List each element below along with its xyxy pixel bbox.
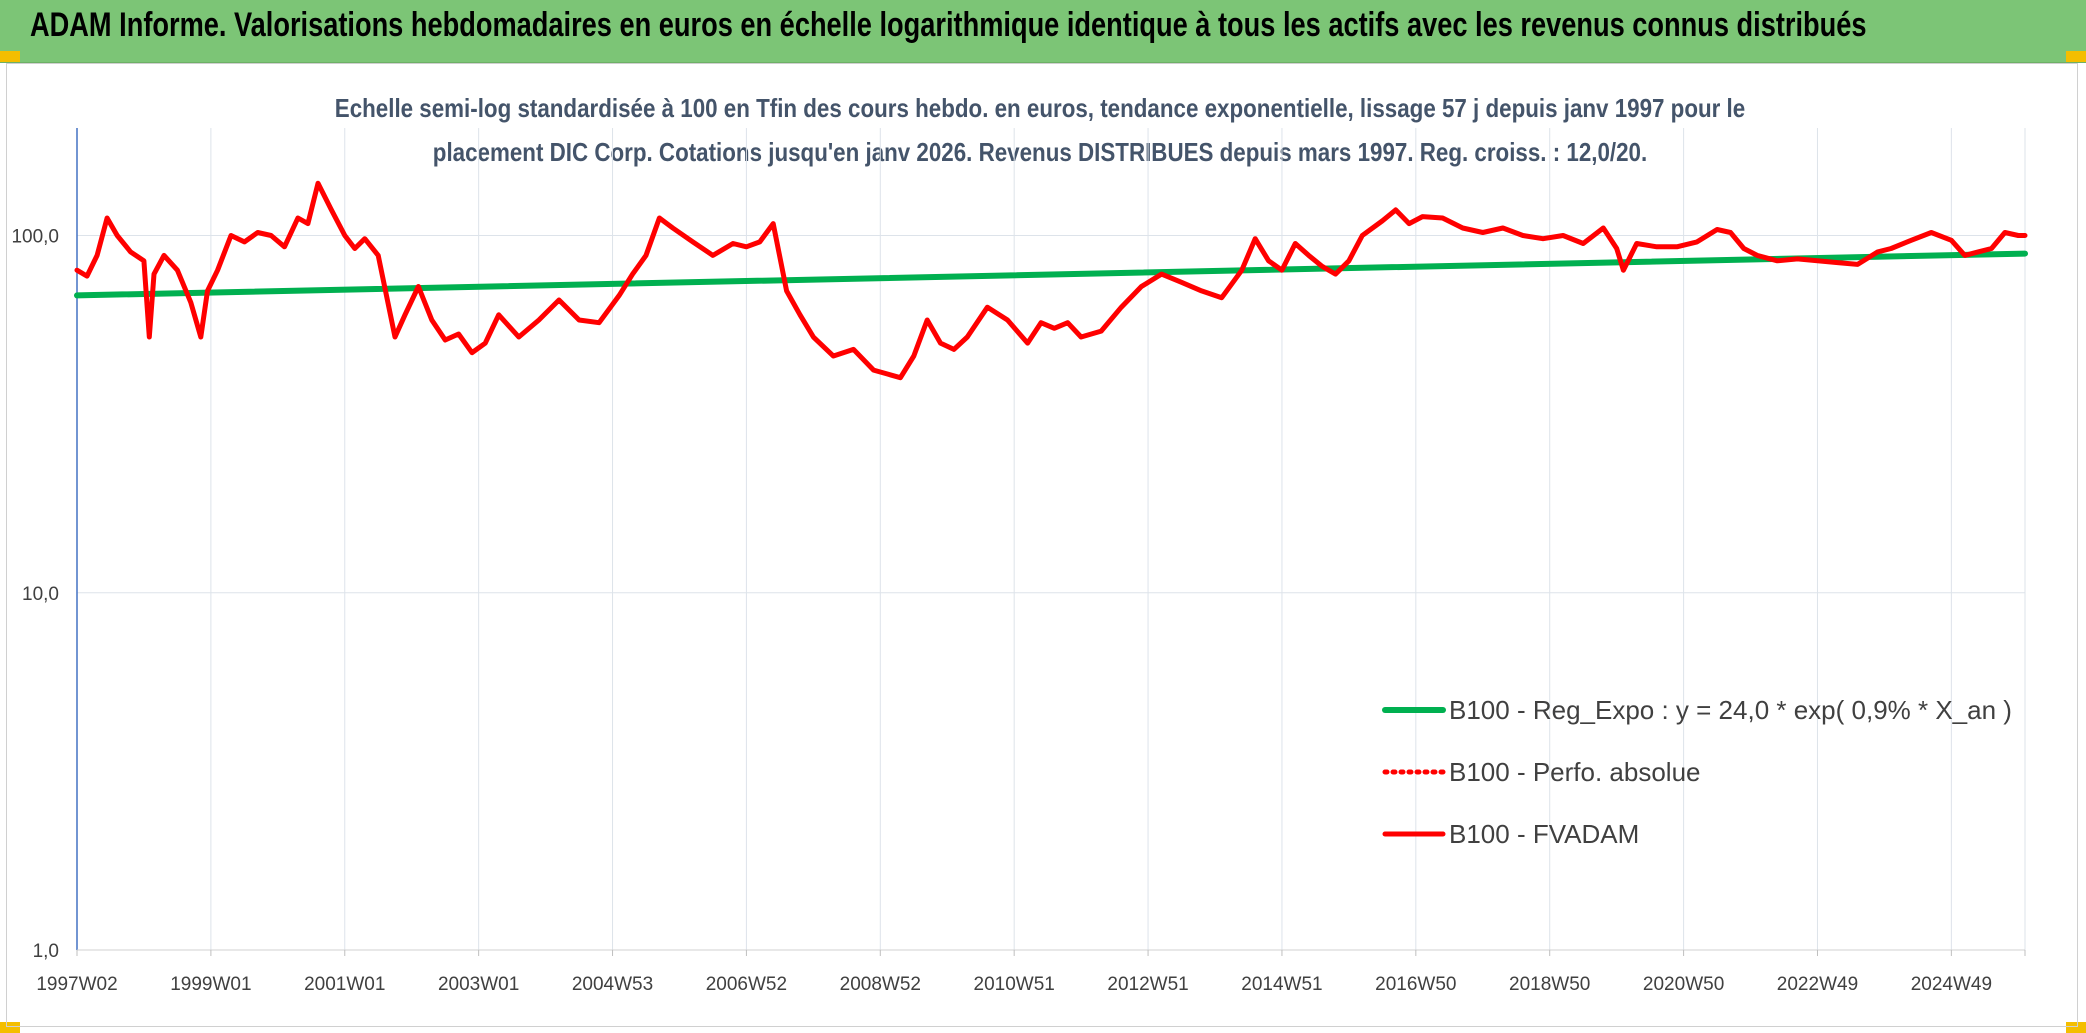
x-tick-label: 2016W50 — [1375, 974, 1456, 995]
x-tick-label: 2010W51 — [974, 974, 1055, 995]
x-tick-label: 2022W49 — [1777, 974, 1858, 995]
x-tick-label: 1999W01 — [170, 974, 251, 995]
legend-label-1: B100 - Reg_Expo : y = 24,0 * exp( 0,9% *… — [1449, 695, 2012, 725]
series-lines — [74, 180, 2028, 381]
corner-accent-top-left — [0, 51, 20, 62]
x-tick-label: 2018W50 — [1509, 974, 1590, 995]
chart-frame — [6, 63, 2078, 1027]
legend-label-3: B100 - FVADAM — [1449, 819, 1639, 849]
y-tick-label: 10,0 — [22, 584, 59, 605]
corner-accent-top-right — [2066, 51, 2086, 62]
corner-accent-bottom-right — [2066, 1022, 2086, 1033]
report-banner: ADAM Informe. Valorisations hebdomadaire… — [0, 0, 2086, 63]
axes: 1,0 10,0 100,0 1997W02 1999W01 2001W01 2003W01… — [11, 128, 2026, 995]
x-tick-label: 2006W52 — [706, 974, 787, 995]
legend-label-2: B100 - Perfo. absolue — [1449, 757, 1701, 787]
x-tick-label: 2014W51 — [1241, 974, 1322, 995]
trend-line-series — [74, 250, 2028, 299]
gridlines — [76, 128, 2026, 951]
x-tick-label: 1997W02 — [36, 974, 117, 995]
x-tick-label: 2003W01 — [438, 974, 519, 995]
chart-subtitle-line-2: placement DIC Corp. Cotations jusqu'en j… — [432, 137, 1648, 167]
chart-subtitle: Echelle semi-log standardisée à 100 en T… — [200, 86, 1880, 174]
x-tick-label: 2020W50 — [1643, 974, 1724, 995]
y-tick-label: 100,0 — [11, 227, 59, 248]
y-tick-label: 1,0 — [33, 941, 59, 962]
x-tick-label: 2008W52 — [840, 974, 921, 995]
report-title: ADAM Informe. Valorisations hebdomadaire… — [30, 6, 1867, 44]
x-tick-label: 2024W49 — [1911, 974, 1992, 995]
x-tick-label: 2001W01 — [304, 974, 385, 995]
legend: B100 - Reg_Expo : y = 24,0 * exp( 0,9% *… — [1382, 695, 2012, 849]
x-tick-label: 2004W53 — [572, 974, 653, 995]
fvadam-series-line — [74, 180, 2028, 381]
corner-accent-bottom-left — [0, 1022, 20, 1033]
x-tick-label: 2012W51 — [1107, 974, 1188, 995]
chart-subtitle-line-1: Echelle semi-log standardisée à 100 en T… — [334, 93, 1746, 123]
